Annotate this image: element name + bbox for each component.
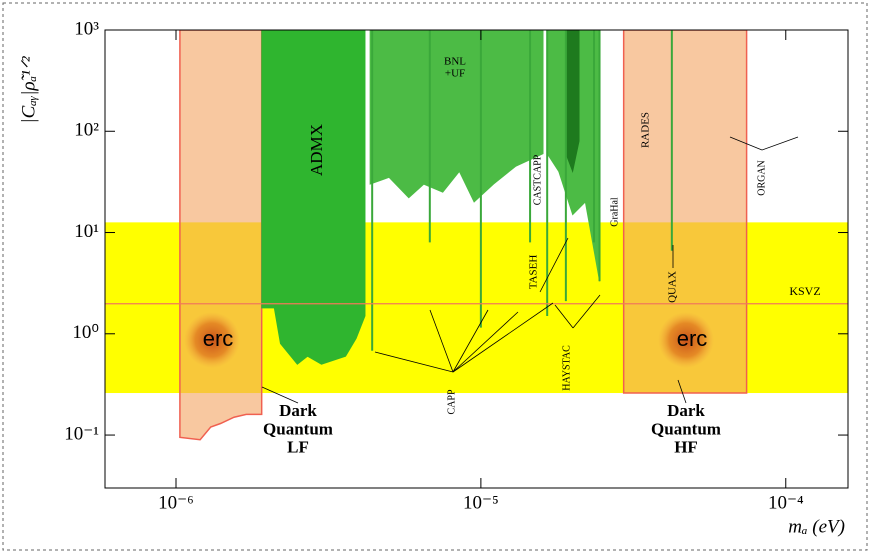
annotation: Quantum	[263, 419, 333, 438]
axes-frame	[104, 29, 849, 489]
y-tick-label: 10⁰	[72, 322, 99, 343]
annotation: Quantum	[651, 419, 721, 438]
annotation: GraHal	[609, 197, 620, 227]
annotation: HF	[674, 438, 698, 457]
dark-quantum-region	[622, 30, 748, 394]
y-tick-label: 10⁻¹	[64, 423, 99, 444]
x-tick-label: 10⁻⁶	[158, 492, 194, 513]
pointer-line	[452, 309, 489, 373]
annotation: HAYSTAC	[561, 345, 572, 391]
pointer-line	[761, 136, 799, 151]
overlay: 10⁻⁶ 10⁻⁵ 10⁻⁴ 10⁻¹ 10⁰ 10¹ 10² 10³ mₐ (eV) |Cₐᵧ|…	[18, 18, 849, 537]
annotation: LF	[287, 438, 309, 457]
plot-area: erc erc	[105, 30, 848, 441]
annotation: TASEH	[528, 255, 540, 290]
x-axis-label: mₐ (eV)	[788, 516, 845, 537]
pointer-line	[572, 294, 601, 329]
annotation: KSVZ	[789, 284, 820, 298]
annotation: ORGAN	[756, 160, 767, 196]
x-tick-label: 10⁻⁴	[768, 492, 804, 513]
annotation: +UF	[445, 67, 465, 79]
erc-logo-text: erc	[677, 326, 708, 351]
annotation: Dark	[667, 401, 705, 420]
x-tick-label: 10⁻⁵	[463, 492, 499, 513]
pointer-line	[452, 311, 519, 373]
annotation: CAPP	[446, 389, 457, 414]
pointer-line	[677, 379, 687, 404]
y-tick-label: 10²	[74, 120, 99, 141]
annotation: QUAX	[667, 271, 679, 303]
exclusion-region	[261, 30, 366, 365]
annotation: Dark	[279, 401, 317, 420]
y-tick-label: 10¹	[74, 221, 99, 242]
annotation: CASTCAPP	[532, 154, 543, 205]
annotation: ADMX	[307, 124, 326, 176]
pointer-line	[374, 351, 454, 373]
annotation: BNL	[444, 56, 466, 68]
exclusion-region	[369, 30, 544, 203]
pointer-line	[452, 302, 554, 373]
pointer-line	[729, 136, 763, 151]
dark-quantum-region	[179, 30, 263, 441]
erc-logo-text: erc	[203, 326, 234, 351]
annotation: RADES	[640, 112, 652, 148]
pointer-line	[429, 309, 454, 373]
y-tick-label: 10³	[74, 18, 99, 39]
pointer-line	[539, 237, 569, 293]
exclusion-region	[565, 30, 580, 173]
erc-logo	[184, 312, 240, 368]
pointer-line	[261, 386, 299, 404]
pointer-line	[554, 304, 574, 329]
erc-logo	[658, 312, 714, 368]
y-axis-label: |Cₐᵧ|ρ̃ₐ¹ᐟ²	[18, 56, 39, 123]
